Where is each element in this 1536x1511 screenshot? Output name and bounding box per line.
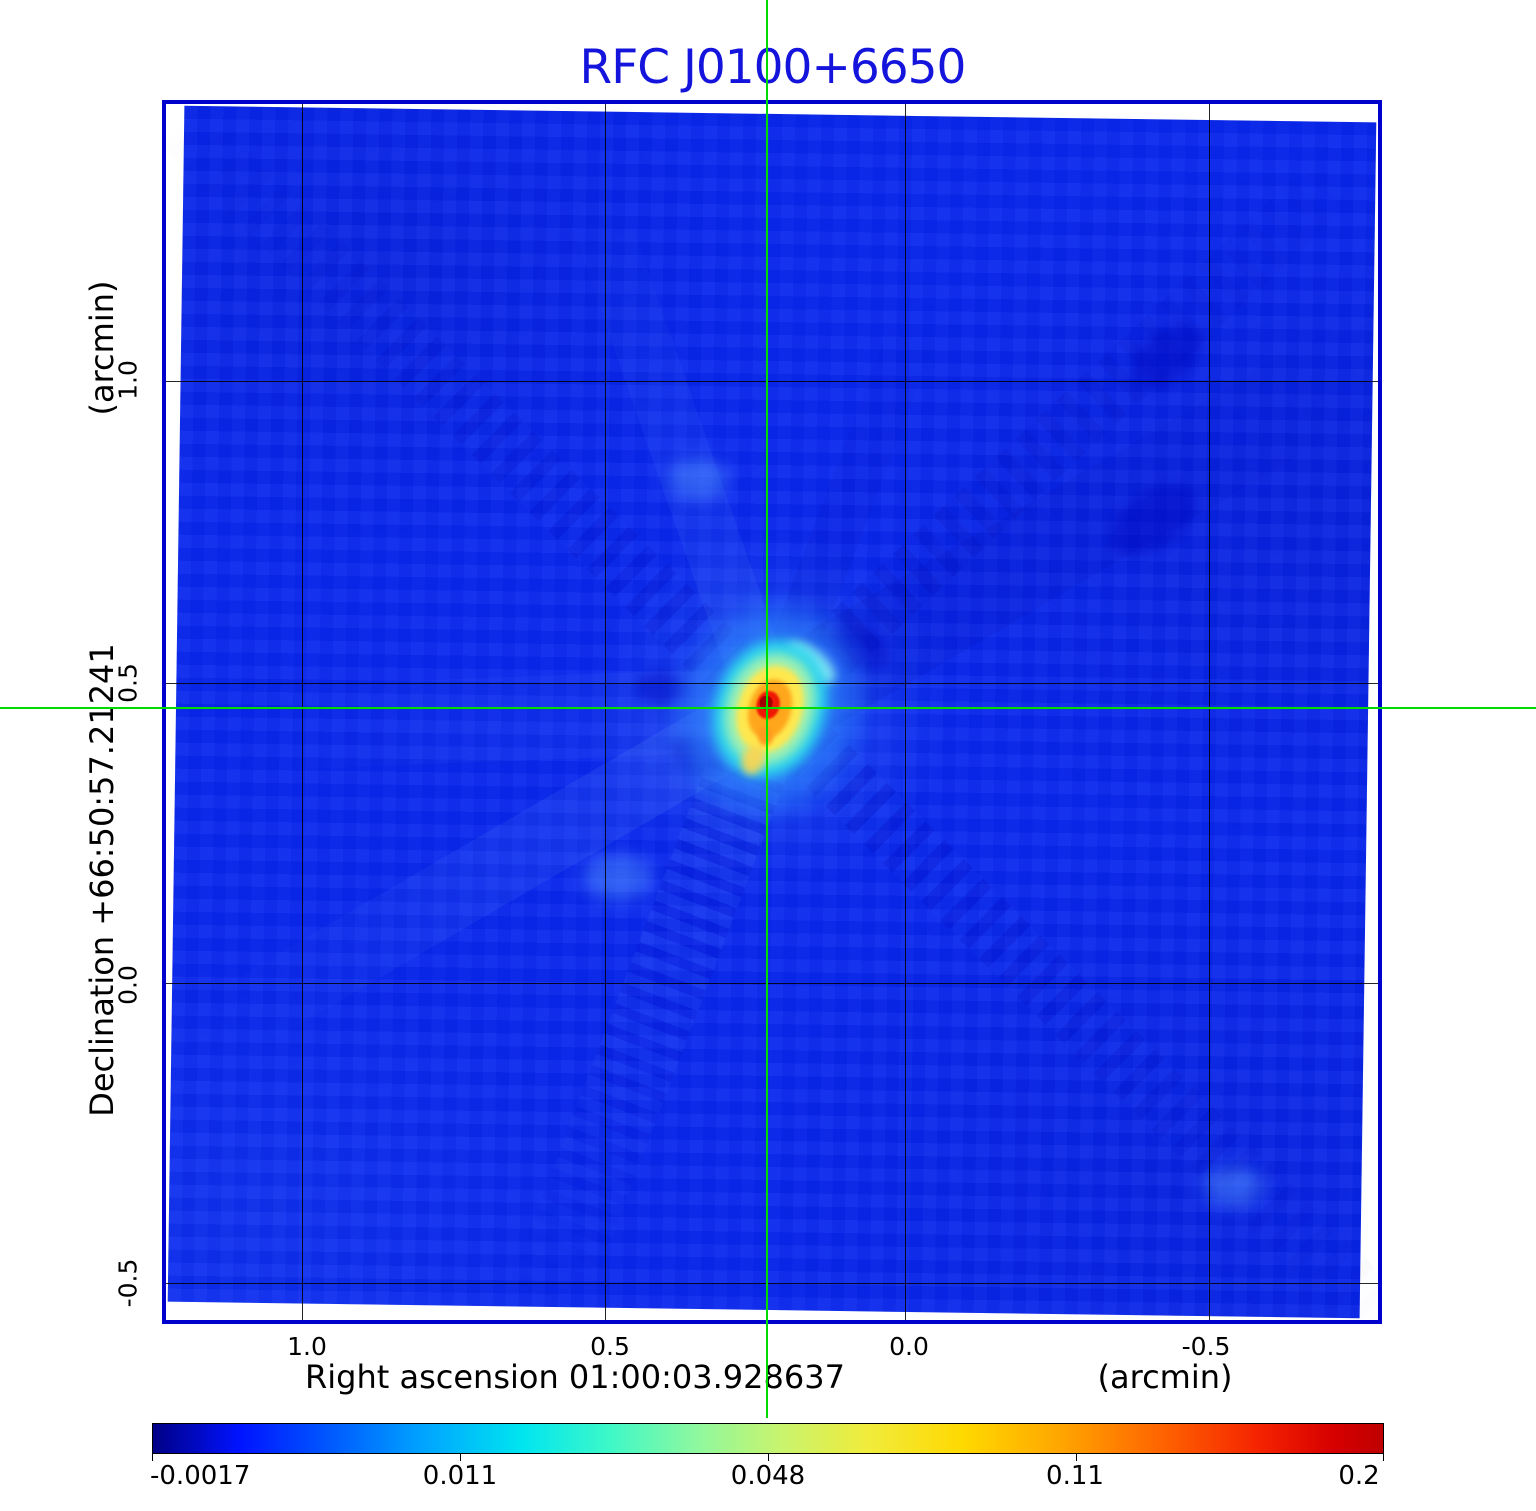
- colorbar-tick-label: 0.011: [422, 1461, 498, 1491]
- colorbar-tick: [1383, 1454, 1384, 1461]
- radio-map-image: [166, 104, 1378, 1320]
- y-axis-unit-label: (arcmin): [83, 280, 121, 416]
- colorbar-tick: [1076, 1454, 1077, 1461]
- colorbar-tick-label: 0.048: [730, 1461, 806, 1491]
- x-tick-label: 1.0: [287, 1332, 327, 1361]
- light-sidelobe-spot: [582, 854, 653, 901]
- x-tick-label: -0.5: [1181, 1332, 1231, 1361]
- colorbar-tick-label: 0.2: [1338, 1461, 1380, 1491]
- y-axis-label: Declination +66:50:57.21241: [83, 643, 121, 1117]
- light-sidelobe-spot: [1203, 1166, 1264, 1207]
- y-tick-label: -0.5: [113, 1258, 143, 1308]
- x-tick-label: 0.0: [889, 1332, 929, 1361]
- dark-sidelobe-spot: [635, 671, 686, 706]
- crosshair-horizontal-line: [0, 707, 1536, 709]
- colorbar-tick: [768, 1454, 769, 1461]
- colorbar-tick: [460, 1454, 461, 1461]
- colorbar: [152, 1423, 1384, 1454]
- plot-frame: [162, 100, 1382, 1324]
- colorbar-tick: [152, 1454, 153, 1461]
- x-axis-unit-label: (arcmin): [1097, 1358, 1233, 1396]
- crosshair-vertical-line: [766, 0, 768, 1418]
- x-axis-label: Right ascension 01:00:03.928637: [305, 1358, 845, 1396]
- plot-title: RFC J0100+6650: [579, 40, 967, 95]
- colorbar-tick-label: 0.11: [1046, 1461, 1104, 1491]
- sidelobe-streak-bottom-right: [748, 687, 1378, 1320]
- light-sidelobe-spot: [667, 458, 729, 500]
- colorbar-tick-label: -0.0017: [150, 1461, 251, 1491]
- x-tick-label: 0.5: [590, 1332, 630, 1361]
